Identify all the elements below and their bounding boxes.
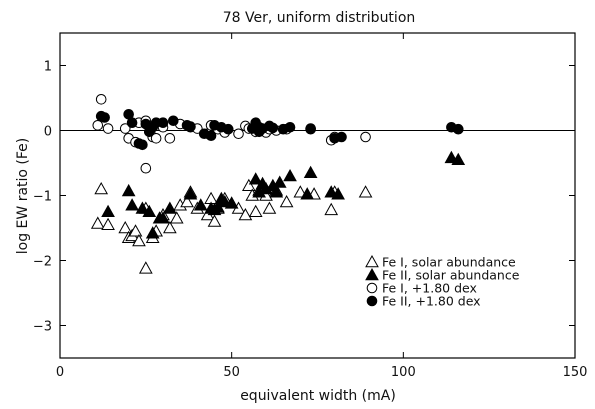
data-point-filled-triangle: [451, 152, 466, 166]
data-point-filled-triangle: [101, 204, 115, 218]
data-point-open-triangle: [279, 194, 294, 208]
data-point-filled-circle: [267, 122, 279, 134]
data-point-open-triangle: [90, 216, 105, 229]
data-point-filled-triangle: [331, 187, 345, 200]
data-point-filled-triangle: [125, 198, 139, 211]
data-point-filled-triangle: [269, 185, 284, 198]
legend-label: Fe I, solar abundance: [382, 255, 516, 270]
data-point-filled-triangle: [142, 204, 157, 218]
data-point-filled-circle: [284, 121, 296, 133]
series-open-circle: [92, 94, 371, 174]
legend-label: Fe II, solar abundance: [382, 268, 520, 283]
data-point-filled-triangle: [121, 183, 136, 197]
data-point-open-circle: [119, 123, 131, 134]
data-point-filled-triangle: [224, 196, 239, 209]
data-point-open-circle: [233, 128, 244, 140]
data-point-open-circle: [140, 162, 152, 174]
legend-marker-filled-circle: [366, 295, 378, 307]
data-point-filled-triangle: [183, 187, 198, 200]
axis-ticks: 0 50 100 150 1 0 −1 −2 −3: [33, 33, 588, 380]
data-point-open-triangle: [169, 211, 184, 224]
data-point-open-triangle: [128, 224, 143, 237]
x-tick-label: 0: [56, 365, 64, 380]
x-axis-label: equivalent width (mA): [240, 388, 396, 404]
data-point-open-circle: [164, 133, 176, 144]
y-tick-label: −1: [33, 190, 52, 205]
data-point-filled-triangle: [156, 211, 170, 224]
data-point-filled-circle: [157, 117, 169, 128]
data-point-open-circle: [360, 131, 371, 143]
data-point-filled-circle: [137, 139, 148, 151]
series-filled-triangle: [101, 150, 466, 239]
data-point-filled-circle: [250, 117, 261, 128]
y-tick-label: −3: [33, 320, 52, 335]
y-tick-label: 1: [44, 60, 52, 75]
data-point-filled-triangle: [193, 198, 208, 211]
data-point-filled-circle: [168, 115, 179, 127]
data-point-filled-triangle: [135, 201, 150, 214]
data-point-filled-triangle: [303, 165, 318, 179]
data-point-filled-triangle: [248, 172, 263, 185]
series-filled-circle: [95, 108, 464, 151]
data-point-filled-triangle: [272, 175, 287, 188]
data-point-open-triangle: [358, 185, 373, 198]
data-point-filled-circle: [336, 131, 347, 143]
data-point-open-triangle: [118, 220, 133, 234]
y-tick-label: 0: [44, 125, 52, 140]
data-point-open-triangle: [101, 217, 115, 231]
x-tick-label: 150: [563, 365, 588, 380]
data-point-open-triangle: [94, 181, 109, 195]
data-point-filled-circle: [305, 123, 316, 134]
data-point-open-triangle: [262, 201, 277, 214]
x-tick-label: 100: [391, 365, 416, 380]
legend-marker-open-circle: [366, 282, 378, 294]
data-point-filled-circle: [205, 130, 217, 141]
data-point-filled-circle: [452, 123, 464, 135]
data-point-open-circle: [92, 120, 104, 131]
y-tick-label: −2: [33, 255, 52, 270]
data-point-filled-circle: [99, 112, 110, 123]
x-tick-label: 50: [223, 365, 240, 380]
data-point-open-triangle: [163, 220, 177, 234]
data-point-open-triangle: [248, 204, 263, 218]
data-point-filled-triangle: [163, 201, 177, 214]
data-point-open-triangle: [132, 233, 146, 247]
data-point-open-triangle: [207, 214, 222, 227]
data-point-filled-circle: [185, 121, 196, 132]
data-point-open-triangle: [241, 178, 256, 192]
chart-title: 78 Ver, uniform distribution: [223, 10, 416, 26]
data-point-open-circle: [150, 133, 162, 144]
data-point-open-triangle: [138, 261, 153, 274]
data-point-open-triangle: [180, 194, 194, 208]
legend-label: Fe I, +1.80 dex: [382, 281, 477, 296]
data-point-filled-triangle: [283, 168, 297, 182]
legend-marker-open-triangle: [365, 254, 379, 268]
data-point-filled-circle: [222, 123, 234, 135]
data-point-open-triangle: [324, 202, 339, 216]
data-point-open-triangle: [238, 207, 253, 221]
legend-marker-filled-triangle: [365, 267, 379, 281]
data-point-filled-triangle: [145, 226, 160, 239]
data-point-filled-triangle: [300, 187, 315, 200]
y-axis-label: log EW ratio (Fe): [15, 138, 31, 254]
data-point-filled-circle: [126, 117, 138, 128]
data-point-open-circle: [102, 123, 114, 134]
legend-label: Fe II, +1.80 dex: [382, 294, 481, 309]
data-point-open-circle: [95, 94, 107, 105]
data-points: [90, 94, 466, 274]
